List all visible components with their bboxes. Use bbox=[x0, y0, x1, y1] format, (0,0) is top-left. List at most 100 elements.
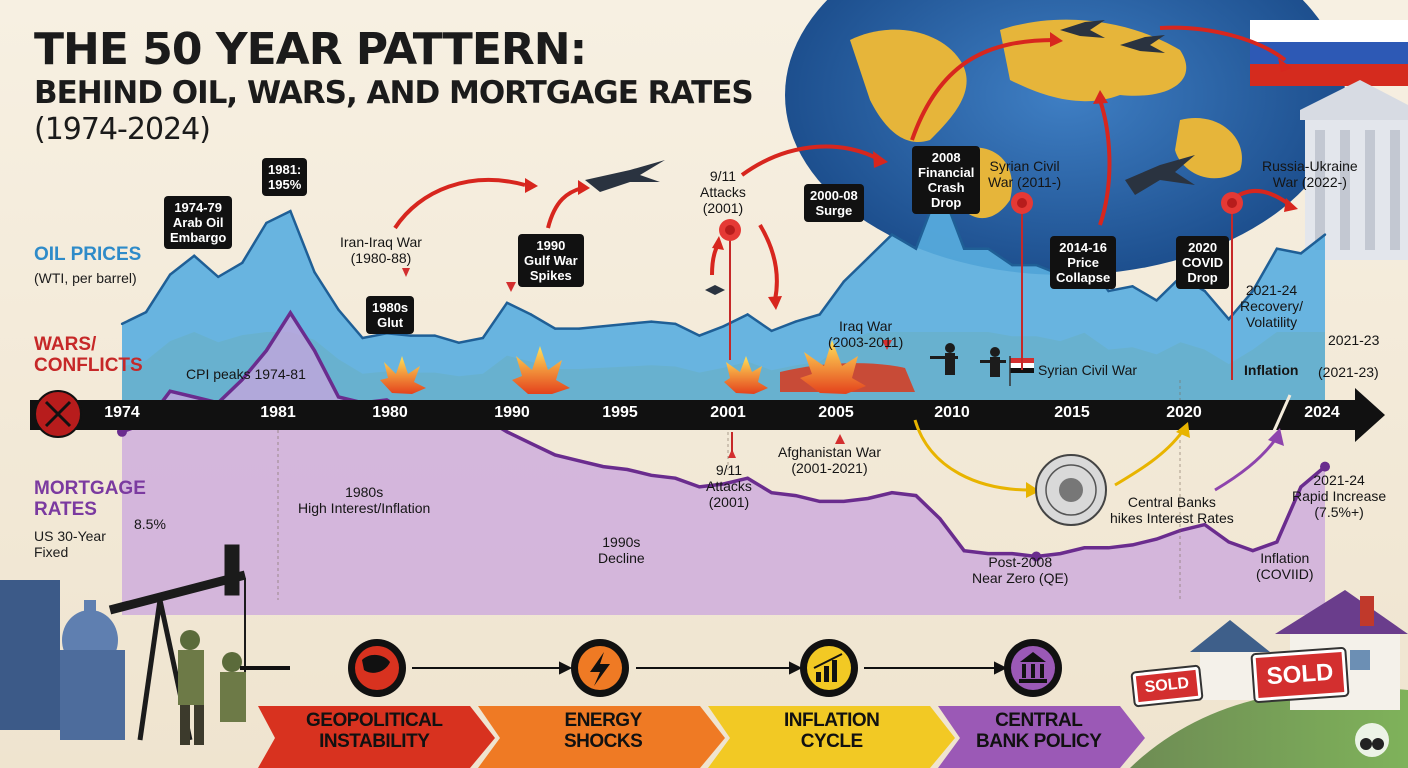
annotation-recovery: 2021-24 Recovery/ Volatility bbox=[1240, 282, 1304, 330]
stage-energy-shocks: ENERGY SHOCKS bbox=[564, 710, 643, 752]
mortgage-point-2012 bbox=[1031, 551, 1042, 562]
annotation-911-top: 9/11 Attacks (2001) bbox=[700, 168, 746, 216]
annotation-cpi-peaks: CPI peaks 1974-81 bbox=[186, 366, 306, 382]
annotation-2021-23: 2021-23 bbox=[1328, 332, 1380, 348]
causal-flow-ribbon bbox=[258, 706, 1145, 768]
oil-point-1975 bbox=[144, 310, 148, 314]
oil-point-2021 bbox=[1251, 289, 1255, 293]
mortgage-point-2002 bbox=[794, 494, 798, 497]
arrowheads bbox=[525, 32, 1298, 310]
mortgage-point-1994 bbox=[601, 465, 605, 468]
mortgage-point-2004 bbox=[842, 500, 846, 503]
mortgage-point-1997 bbox=[674, 476, 677, 480]
annotation-syria-top: Syrian Civil War (2011-) bbox=[988, 158, 1062, 190]
timeline-tick-1980-2: 1980 bbox=[372, 404, 408, 421]
mortgage-point-2007 bbox=[914, 494, 918, 497]
oil-pumpjack-illustration bbox=[108, 544, 247, 741]
annotation-rapid-increase: 2021-24 Rapid Increase (7.5%+) bbox=[1292, 472, 1387, 520]
mortgage-point-2000 bbox=[746, 476, 749, 480]
timeline-axis bbox=[30, 388, 1385, 442]
callout-arab-oil-embargo: 1974-79 Arab Oil Embargo bbox=[164, 196, 233, 249]
oil-point-2024 bbox=[1323, 233, 1327, 236]
oil-point-2005 bbox=[866, 256, 870, 260]
oil-point-2003 bbox=[818, 313, 821, 316]
fighter-jet-icon bbox=[1125, 155, 1195, 195]
oil-point-2016 bbox=[1131, 285, 1134, 288]
oil-point-2022 bbox=[1275, 247, 1279, 250]
annotation-inflation-band: Inflation bbox=[1244, 362, 1299, 378]
mortgage-point-1999 bbox=[722, 482, 725, 486]
mortgage-rates-label: MORTGAGE RATES bbox=[34, 478, 146, 520]
mortgage-point-1990 bbox=[505, 430, 509, 434]
oil-point-1993 bbox=[577, 327, 581, 330]
mortgage-point-2013 bbox=[1058, 552, 1062, 555]
oil-point-2019 bbox=[1203, 289, 1206, 293]
chart-subtitle: BEHIND OIL, WARS, AND MORTGAGE RATES bbox=[34, 75, 754, 111]
oil-point-1995 bbox=[626, 322, 629, 326]
title-block: THE 50 YEAR PATTERN: BEHIND OIL, WARS, A… bbox=[34, 24, 754, 148]
policy-arrowheads bbox=[1026, 422, 1284, 498]
timeline-tick-2010-7: 2010 bbox=[934, 404, 970, 421]
oil-point-1983 bbox=[337, 308, 340, 311]
annotation-mortgage-start: 8.5% bbox=[134, 516, 166, 532]
oil-point-2009 bbox=[962, 247, 966, 250]
oil-point-1980 bbox=[265, 221, 268, 225]
mortgage-point-2020 bbox=[1227, 540, 1231, 544]
mortgage-point-1992 bbox=[553, 453, 557, 457]
mortgage-point-1991 bbox=[529, 442, 533, 445]
mortgage-point-2024 bbox=[1320, 461, 1330, 472]
timeline-tick-2001-5: 2001 bbox=[710, 404, 746, 421]
fighter-jet-icon bbox=[705, 285, 725, 295]
mortgage-point-2001 bbox=[770, 491, 773, 495]
mortgage-point-2006 bbox=[890, 491, 894, 495]
mortgage-point-2015 bbox=[1107, 546, 1110, 550]
oil-price-area bbox=[122, 185, 1325, 400]
annotation-iran-iraq-war: Iran-Iraq War (1980-88) bbox=[340, 234, 422, 266]
callout-1980s-glut: 1980s Glut bbox=[366, 296, 415, 334]
explosion-1990 bbox=[512, 346, 570, 394]
mortgage-point-2019 bbox=[1203, 523, 1207, 526]
oil-point-1994 bbox=[602, 325, 605, 328]
chart-title: THE 50 YEAR PATTERN: bbox=[34, 24, 587, 75]
stage-geopolitical-instability: GEOPOLITICAL INSTABILITY bbox=[306, 710, 443, 752]
oil-point-2012 bbox=[1035, 263, 1038, 267]
mortgage-rates-sublabel: US 30-Year Fixed bbox=[34, 528, 106, 560]
annotation-covid-inflation: Inflation (COVIID) bbox=[1256, 550, 1314, 582]
oil-point-2006 bbox=[890, 233, 894, 236]
logo-watermark bbox=[1355, 723, 1389, 757]
callout-2014-collapse: 2014-16 Price Collapse bbox=[1050, 236, 1117, 289]
mortgage-point-1982 bbox=[313, 349, 316, 352]
annotation-post-2008: Post-2008 Near Zero (QE) bbox=[972, 554, 1069, 586]
oil-point-2001 bbox=[770, 329, 773, 333]
annotation-911-bottom: 9/11 Attacks (2001) bbox=[706, 462, 752, 510]
globe-icon bbox=[348, 639, 406, 697]
mortgage-point-2009 bbox=[962, 549, 966, 553]
callout-2020-covid: 2020 COVID Drop bbox=[1176, 236, 1230, 289]
fighter-jet-icon bbox=[585, 160, 665, 192]
annotation-afghanistan-war: Afghanistan War (2001-2021) bbox=[778, 444, 881, 476]
oil-point-1976 bbox=[168, 273, 172, 276]
war-marker-pins bbox=[402, 192, 1243, 458]
mortgage-point-2022 bbox=[1275, 540, 1279, 544]
oil-prices-label: OIL PRICES bbox=[34, 244, 142, 265]
fighter-jet-icon bbox=[1060, 20, 1165, 53]
oil-point-2007 bbox=[914, 247, 918, 250]
oil-point-2023 bbox=[1299, 252, 1303, 255]
annotation-1980s-high-interest: 1980s High Interest/Inflation bbox=[298, 484, 431, 516]
annotation-iraq-war: Iraq War (2003-2011) bbox=[828, 318, 904, 350]
oil-point-2004 bbox=[842, 280, 845, 283]
capitol-building-illustration bbox=[0, 580, 125, 740]
oil-point-1981 bbox=[289, 209, 292, 213]
mortgage-point-1983 bbox=[337, 395, 340, 399]
oil-point-2002 bbox=[794, 320, 797, 323]
callout-2000-08-surge: 2000-08 Surge bbox=[804, 184, 864, 222]
oil-point-1996 bbox=[650, 320, 653, 323]
oil-point-1988 bbox=[457, 341, 460, 344]
mortgage-point-1995 bbox=[625, 468, 629, 471]
mortgage-point-2010 bbox=[986, 552, 990, 555]
sold-sign-large: SOLD bbox=[1252, 648, 1348, 702]
timeline-tick-2020-9: 2020 bbox=[1166, 404, 1202, 421]
conflict-emblem-icon bbox=[34, 390, 82, 438]
explosion-2005 bbox=[800, 340, 866, 394]
oil-point-1987 bbox=[433, 334, 436, 337]
